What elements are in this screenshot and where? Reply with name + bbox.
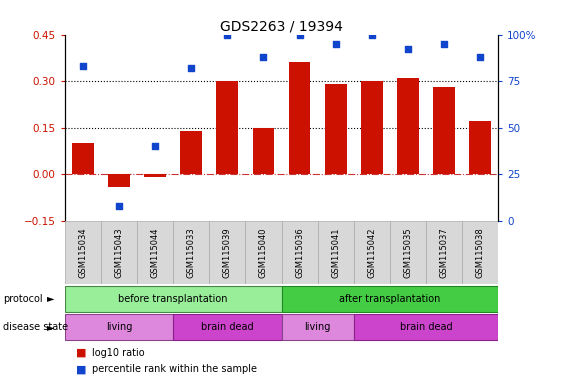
Text: brain dead: brain dead <box>400 322 452 333</box>
Text: GSM115033: GSM115033 <box>187 227 196 278</box>
Bar <box>462 221 498 284</box>
Text: GSM115037: GSM115037 <box>440 227 449 278</box>
Text: protocol: protocol <box>3 293 42 304</box>
Bar <box>209 221 245 284</box>
Point <box>78 63 87 69</box>
Text: ►: ► <box>47 293 54 304</box>
Text: GSM115042: GSM115042 <box>367 227 376 278</box>
Bar <box>216 81 238 174</box>
Point <box>440 41 449 47</box>
Point <box>331 41 340 47</box>
Bar <box>289 63 310 174</box>
Text: GSM115044: GSM115044 <box>150 227 159 278</box>
Bar <box>282 221 318 284</box>
Bar <box>434 87 455 174</box>
Point <box>259 54 268 60</box>
Bar <box>354 314 498 340</box>
Text: ■: ■ <box>76 348 87 358</box>
Text: GSM115040: GSM115040 <box>259 227 268 278</box>
Text: living: living <box>305 322 331 333</box>
Text: GSM115035: GSM115035 <box>404 227 413 278</box>
Bar <box>173 314 282 340</box>
Title: GDS2263 / 19394: GDS2263 / 19394 <box>220 20 343 33</box>
Text: GSM115038: GSM115038 <box>476 227 485 278</box>
Text: living: living <box>106 322 132 333</box>
Bar <box>101 221 137 284</box>
Text: disease state: disease state <box>3 322 68 333</box>
Bar <box>65 286 282 311</box>
Bar <box>72 143 93 174</box>
Point <box>150 143 159 149</box>
Text: after transplantation: after transplantation <box>339 293 441 304</box>
Bar <box>144 174 166 177</box>
Text: ■: ■ <box>76 364 87 374</box>
Point <box>295 31 304 38</box>
Point <box>404 46 413 53</box>
Point <box>114 203 123 209</box>
Bar <box>65 221 101 284</box>
Bar <box>390 221 426 284</box>
Text: GSM115034: GSM115034 <box>78 227 87 278</box>
Text: GSM115036: GSM115036 <box>295 227 304 278</box>
Text: GSM115041: GSM115041 <box>331 227 340 278</box>
Text: brain dead: brain dead <box>201 322 253 333</box>
Bar <box>361 81 383 174</box>
Bar <box>253 127 274 174</box>
Bar <box>65 314 173 340</box>
Bar <box>470 121 491 174</box>
Bar <box>426 221 462 284</box>
Bar <box>137 221 173 284</box>
Point <box>223 31 232 38</box>
Bar <box>318 221 354 284</box>
Text: GSM115043: GSM115043 <box>114 227 123 278</box>
Bar <box>282 286 498 311</box>
Bar <box>325 84 347 174</box>
Bar <box>180 131 202 174</box>
Text: log10 ratio: log10 ratio <box>92 348 144 358</box>
Bar <box>108 174 129 187</box>
Point <box>367 31 376 38</box>
Point <box>476 54 485 60</box>
Bar <box>173 221 209 284</box>
Bar <box>354 221 390 284</box>
Bar <box>397 78 419 174</box>
Point <box>187 65 196 71</box>
Bar <box>282 314 354 340</box>
Text: GSM115039: GSM115039 <box>223 227 232 278</box>
Bar <box>245 221 282 284</box>
Text: ►: ► <box>47 322 54 333</box>
Text: percentile rank within the sample: percentile rank within the sample <box>92 364 257 374</box>
Text: before transplantation: before transplantation <box>118 293 228 304</box>
